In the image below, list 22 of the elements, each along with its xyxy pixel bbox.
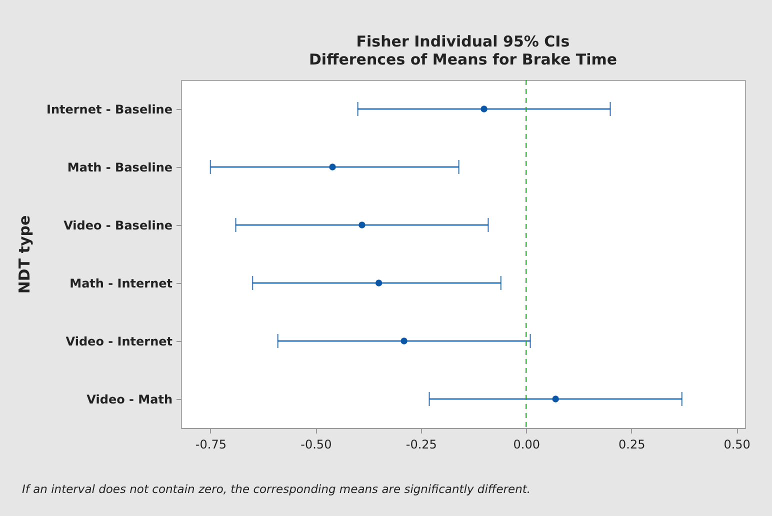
y-tick-label: Video - Internet: [66, 334, 173, 348]
chart-title: Fisher Individual 95% CIs: [356, 32, 570, 50]
x-tick-label: -0.25: [406, 438, 437, 452]
y-tick-label: Video - Math: [86, 392, 172, 406]
x-tick-label: 0.50: [724, 438, 750, 452]
point: [480, 106, 488, 112]
y-tick-label: Math - Internet: [70, 276, 173, 290]
point: [329, 164, 336, 170]
point: [552, 396, 559, 402]
x-tick-label: 0.00: [513, 438, 540, 452]
y-axis-title: NDT type: [16, 215, 34, 294]
point: [358, 222, 366, 228]
x-tick-label: -0.75: [195, 438, 226, 452]
point: [375, 280, 382, 286]
text: If an interval does not contain zero, the corresponding means are significantly different.: [22, 482, 531, 496]
y-tick-label: Internet - Baseline: [46, 102, 172, 116]
point: [400, 338, 408, 344]
x-tick-label: 0.25: [618, 438, 646, 452]
x-tick-label: -0.50: [300, 438, 332, 452]
chart-subtitle: Differences of Means for Brake Time: [308, 50, 618, 68]
y-tick-label: Math - Baseline: [67, 160, 172, 174]
y-tick-label: Video - Baseline: [64, 218, 172, 232]
